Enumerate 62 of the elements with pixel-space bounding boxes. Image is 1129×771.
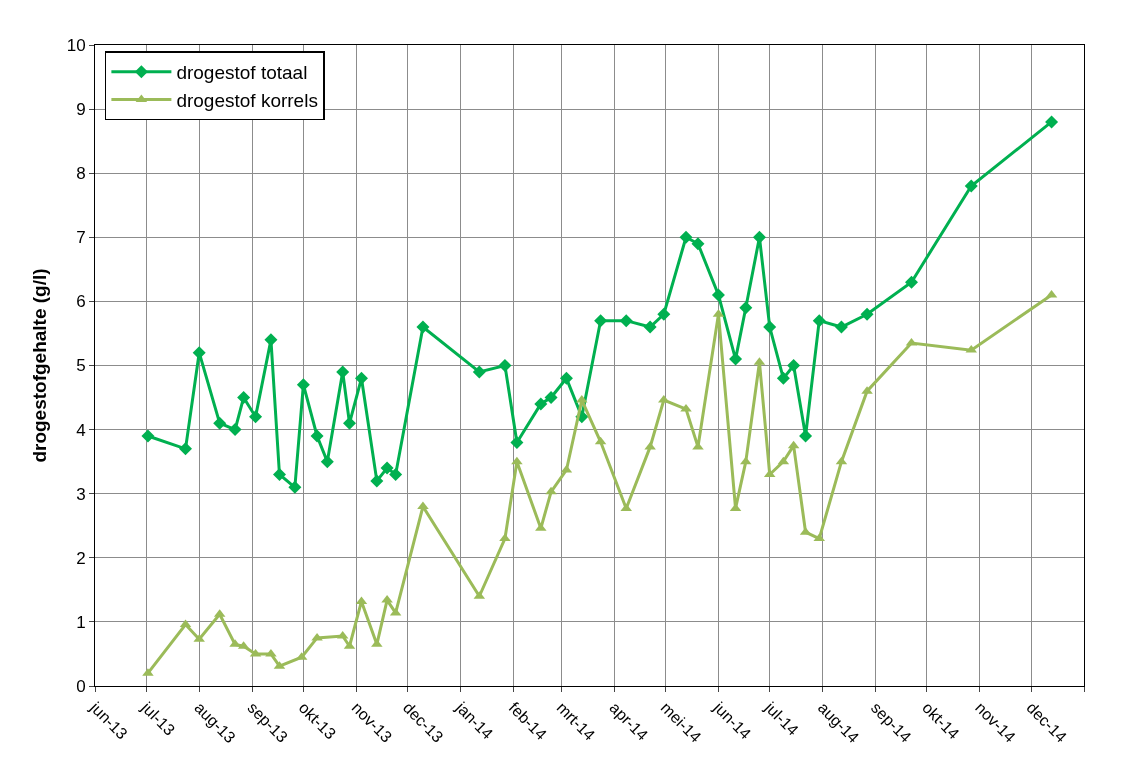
point <box>812 314 826 328</box>
point <box>711 288 725 302</box>
point <box>511 456 523 465</box>
y-tick-label: 4 <box>76 420 86 440</box>
point <box>544 391 558 405</box>
point <box>739 301 753 315</box>
point <box>860 307 874 321</box>
y-tick-label: 7 <box>76 228 86 248</box>
y-tick-label: 2 <box>76 548 86 568</box>
point <box>141 429 155 443</box>
point <box>752 230 766 244</box>
point <box>320 455 334 469</box>
point <box>389 467 403 481</box>
point <box>228 423 242 437</box>
point <box>296 378 310 392</box>
point <box>1045 115 1059 129</box>
point <box>370 474 384 488</box>
y-tick-label: 6 <box>76 292 86 312</box>
point <box>763 320 777 334</box>
y-tick-label: 10 <box>66 35 86 55</box>
point <box>964 179 978 193</box>
point <box>545 486 557 495</box>
point <box>834 320 848 334</box>
point <box>787 359 801 372</box>
point <box>354 371 368 385</box>
point <box>657 307 671 321</box>
point <box>272 467 286 481</box>
point <box>904 275 918 289</box>
y-tick-label: 5 <box>76 356 86 376</box>
point <box>679 230 693 244</box>
y-tick-label: 1 <box>76 612 86 632</box>
point <box>343 416 357 430</box>
y-tick-label: 0 <box>76 676 86 696</box>
point <box>417 501 429 510</box>
point <box>499 533 511 542</box>
point <box>559 371 573 385</box>
point <box>336 365 350 379</box>
point <box>310 429 324 443</box>
legend-label: drogestof korrels <box>176 89 318 111</box>
point <box>416 320 430 334</box>
point <box>619 314 633 328</box>
point <box>237 391 251 405</box>
point <box>643 320 657 334</box>
point <box>691 237 705 251</box>
point <box>799 429 813 443</box>
y-tick-label: 8 <box>76 164 86 184</box>
y-tick-label: 9 <box>76 100 86 120</box>
point <box>179 442 193 456</box>
point <box>534 397 548 411</box>
point <box>472 365 486 379</box>
legend-label: drogestof totaal <box>176 62 308 84</box>
point <box>510 435 524 449</box>
point <box>594 314 608 328</box>
point <box>288 480 302 494</box>
y-tick-label: 3 <box>76 484 86 504</box>
point <box>776 371 790 385</box>
point <box>264 333 278 347</box>
point <box>498 359 512 372</box>
point <box>213 416 227 430</box>
y-axis-title: drogestofgehalte (g/l) <box>28 268 50 463</box>
point <box>249 410 263 424</box>
point <box>380 461 394 475</box>
